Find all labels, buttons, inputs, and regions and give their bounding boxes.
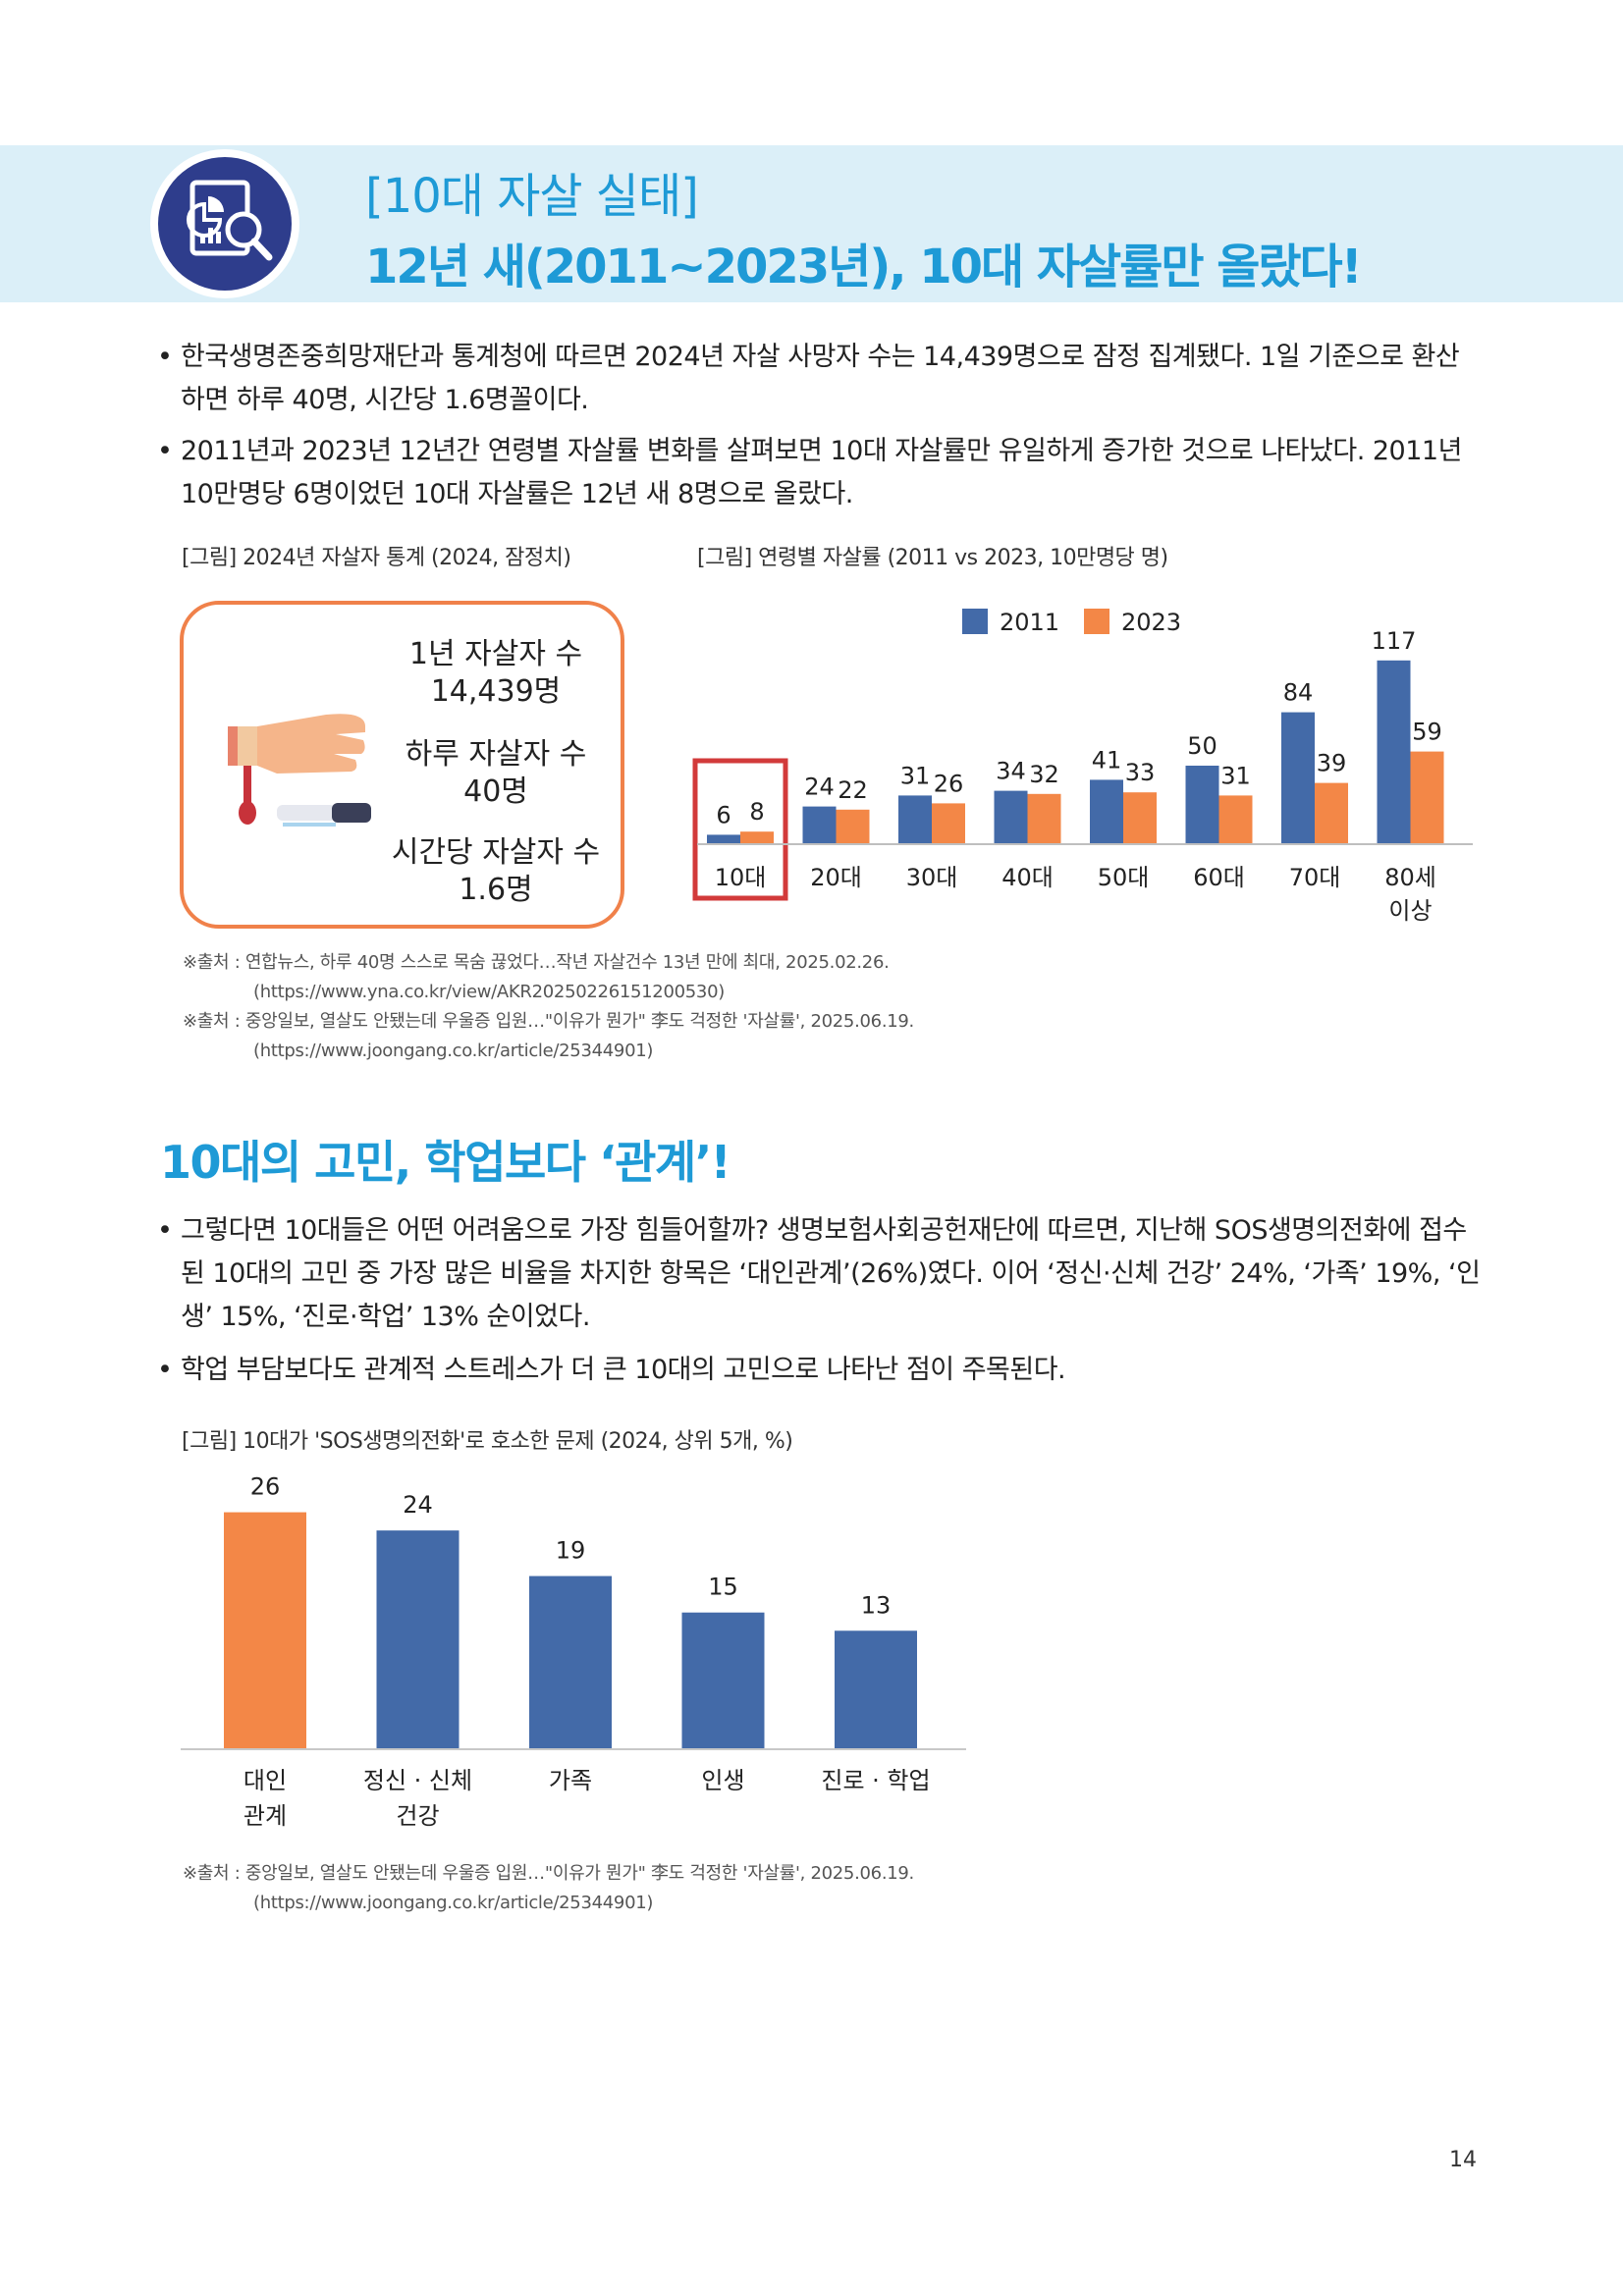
- figure-caption: [그림] 2024년 자살자 통계 (2024, 잠정치): [182, 546, 571, 570]
- data-label: 6: [716, 801, 730, 828]
- data-label: 8: [749, 798, 764, 826]
- tick-label: 정신 · 신체: [363, 1767, 472, 1794]
- stat-item: 1년 자살자 수 14,439명: [408, 637, 583, 709]
- bar: [1315, 782, 1348, 844]
- stat-item: 하루 자살자 수 40명: [405, 737, 587, 809]
- banner-subtitle: [10대 자살 실태]: [365, 169, 699, 224]
- bar: [898, 795, 932, 844]
- figure-caption: [그림] 10대가 'SOS생명의전화'로 호소한 문제 (2024, 상위 5…: [182, 1429, 793, 1454]
- data-label: 50: [1187, 732, 1217, 760]
- section-title: 10대의 고민, 학업보다 ‘관계’!: [160, 1136, 731, 1189]
- tick-label: 건강: [396, 1802, 439, 1830]
- bar: [835, 1630, 917, 1749]
- tick-label: 70대: [1289, 864, 1341, 891]
- bar: [681, 1612, 765, 1749]
- bullet-dot: •: [157, 1215, 173, 1246]
- stat-box: [180, 601, 624, 929]
- data-label: 41: [1092, 746, 1122, 774]
- bar: [1377, 660, 1411, 844]
- bleeding-wrist-icon: [228, 714, 371, 827]
- bullet-paragraph: • 그렇다면 10대들은 어떤 어려움으로 가장 힘들어할까? 생명보험사회공헌…: [157, 1209, 1483, 1339]
- highlight-box: [692, 758, 788, 901]
- tick-label: 10대: [715, 864, 767, 891]
- data-label: 22: [838, 776, 868, 804]
- data-label: 13: [861, 1591, 892, 1619]
- bar: [932, 803, 965, 844]
- bar: [529, 1575, 612, 1749]
- data-label: 15: [708, 1574, 738, 1601]
- source-note: ※출처 : 중앙일보, 열살도 안됐는데 우울증 입원…"이유가 뭔가" 李도 …: [183, 1011, 914, 1061]
- bar: [1281, 712, 1315, 844]
- legend-label: 2011: [1000, 609, 1059, 636]
- data-label: 19: [556, 1537, 586, 1565]
- data-label: 84: [1283, 679, 1314, 707]
- legend-label: 2023: [1121, 609, 1181, 636]
- data-label: 24: [403, 1491, 433, 1519]
- bullet-dot: •: [157, 436, 173, 466]
- legend-swatch: [1084, 609, 1109, 634]
- bullet-dot: •: [157, 342, 173, 372]
- data-label: 59: [1412, 719, 1442, 746]
- bar: [1027, 793, 1061, 844]
- bar: [1090, 779, 1123, 844]
- legend-swatch: [962, 609, 988, 634]
- source-note: ※출처 : 중앙일보, 열살도 안됐는데 우울증 입원…"이유가 뭔가" 李도 …: [183, 1863, 914, 1913]
- bar: [1123, 792, 1157, 844]
- bar: [1410, 751, 1444, 844]
- data-label: 117: [1372, 627, 1417, 655]
- data-label: 24: [804, 774, 835, 801]
- tick-label: 80세: [1384, 864, 1436, 891]
- bar: [376, 1530, 460, 1749]
- chart-report-magnifier-icon: [150, 149, 299, 298]
- data-label: 31: [900, 762, 931, 789]
- bar: [802, 806, 837, 844]
- bullet-paragraph: • 한국생명존중희망재단과 통계청에 따르면 2024년 자살 사망자 수는 1…: [157, 336, 1483, 422]
- bullet-paragraph: • 학업 부담보다도 관계적 스트레스가 더 큰 10대의 고민으로 나타난 점…: [157, 1349, 1483, 1392]
- tick-label: 가족: [549, 1767, 592, 1794]
- tick-label: 20대: [810, 864, 862, 891]
- source-note: ※출처 : 연합뉴스, 하루 40명 스스로 목숨 끊었다…작년 자살건수 13…: [183, 952, 890, 1002]
- tick-label: 60대: [1193, 864, 1245, 891]
- bar: [224, 1512, 306, 1749]
- page-number: 14: [1449, 2148, 1477, 2172]
- bar: [994, 790, 1028, 844]
- stat-item: 시간당 자살자 수 1.6명: [391, 835, 601, 907]
- tick-label: 진로 · 학업: [821, 1767, 930, 1794]
- data-label: 39: [1317, 750, 1347, 777]
- data-label: 34: [996, 758, 1026, 785]
- data-label: 32: [1029, 761, 1059, 788]
- data-label: 26: [250, 1473, 281, 1501]
- bar: [836, 809, 870, 844]
- tick-label: 30대: [906, 864, 958, 891]
- tick-label: 50대: [1098, 864, 1150, 891]
- data-label: 33: [1125, 759, 1156, 786]
- tick-label: 관계: [243, 1802, 287, 1830]
- bar: [707, 834, 740, 844]
- bar: [1185, 766, 1219, 844]
- banner-title: 12년 새(2011~2023년), 10대 자살률만 올랐다!: [365, 240, 1363, 294]
- tick-label: 40대: [1001, 864, 1054, 891]
- bullet-dot: •: [157, 1355, 173, 1385]
- figure-caption: [그림] 연령별 자살률 (2011 vs 2023, 10만명당 명): [697, 546, 1168, 570]
- tick-label: 인생: [701, 1767, 744, 1794]
- bar: [740, 831, 774, 844]
- tick-label: 이상: [1388, 897, 1432, 925]
- bar: [1218, 795, 1253, 844]
- data-label: 26: [934, 770, 964, 797]
- tick-label: 대인: [243, 1767, 287, 1794]
- bullet-paragraph: • 2011년과 2023년 12년간 연령별 자살률 변화를 살펴보면 10대…: [157, 430, 1483, 516]
- data-label: 31: [1220, 762, 1251, 789]
